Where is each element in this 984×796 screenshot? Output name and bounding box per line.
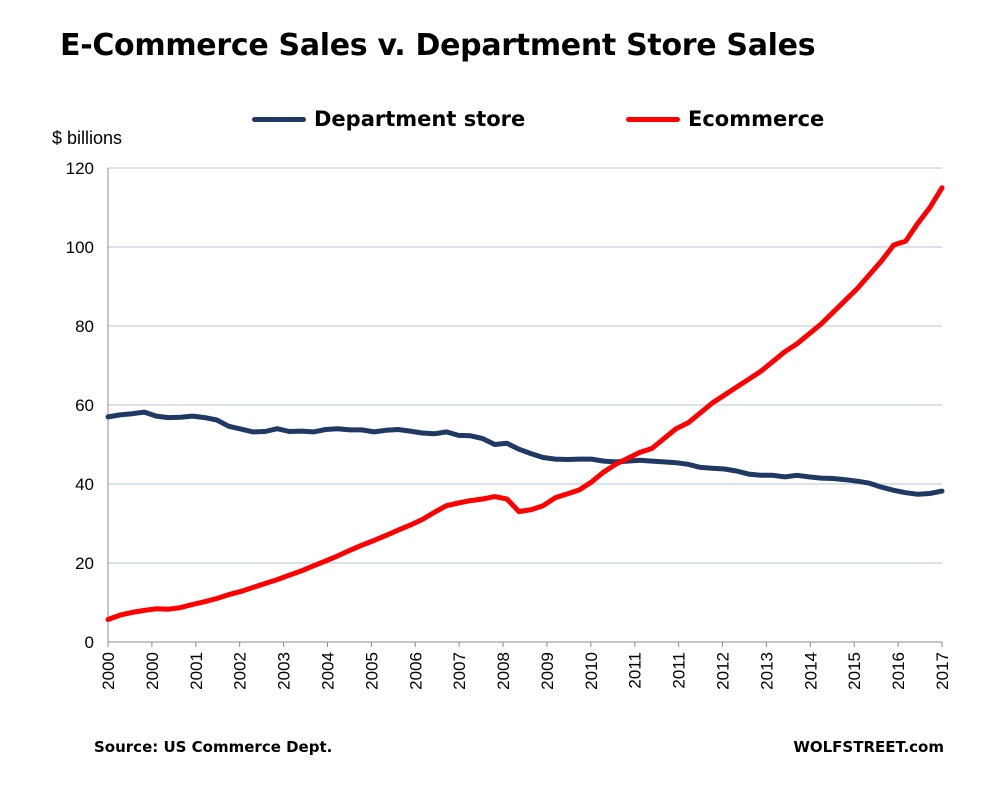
x-tick-label: 2002 — [231, 652, 250, 690]
y-tick-label: 60 — [75, 396, 94, 415]
x-tick-label: 2000 — [143, 652, 162, 690]
legend-item-ecommerce: Ecommerce — [626, 104, 824, 134]
x-tick-label: 2005 — [362, 652, 381, 690]
brand-watermark: WOLFSTREET.com — [793, 738, 944, 756]
y-tick-label: 80 — [75, 317, 94, 336]
x-tick-label: 2004 — [318, 652, 337, 690]
x-tick-label: 2011 — [670, 652, 689, 689]
legend-swatch-ecommerce — [626, 116, 680, 122]
y-tick-label: 40 — [75, 475, 94, 494]
x-tick-label: 2010 — [582, 652, 601, 690]
x-tick-label: 2013 — [757, 652, 776, 690]
x-tick-label: 2011 — [626, 652, 645, 689]
legend-item-department-store: Department store — [252, 104, 525, 134]
y-tick-label: 100 — [66, 238, 94, 257]
x-tick-label: 2001 — [187, 652, 206, 690]
legend-label-ecommerce: Ecommerce — [688, 107, 825, 131]
x-tick-label: 2012 — [714, 652, 733, 690]
x-tick-label: 2000 — [99, 652, 118, 690]
y-tick-label: 0 — [85, 633, 94, 652]
x-tick-label: 2008 — [494, 652, 513, 690]
x-tick-label: 2014 — [801, 652, 820, 690]
x-tick-label: 2006 — [406, 652, 425, 690]
series-line-department-store — [105, 409, 945, 497]
legend-label-department-store: Department store — [314, 107, 526, 131]
series-line-ecommerce — [105, 185, 945, 622]
x-tick-label: 2017 — [933, 652, 952, 690]
x-tick-label: 2007 — [450, 652, 469, 690]
source-note: Source: US Commerce Dept. — [94, 738, 333, 756]
x-tick-label: 2003 — [275, 652, 294, 690]
legend-swatch-department-store — [252, 116, 306, 122]
y-axis-label: $ billions — [52, 128, 122, 148]
y-tick-label: 20 — [75, 554, 94, 573]
x-tick-label: 2016 — [889, 652, 908, 690]
chart-title: E-Commerce Sales v. Department Store Sal… — [60, 28, 816, 63]
x-tick-label: 2009 — [538, 652, 557, 690]
y-tick-label: 120 — [66, 159, 94, 178]
x-tick-label: 2015 — [845, 652, 864, 690]
